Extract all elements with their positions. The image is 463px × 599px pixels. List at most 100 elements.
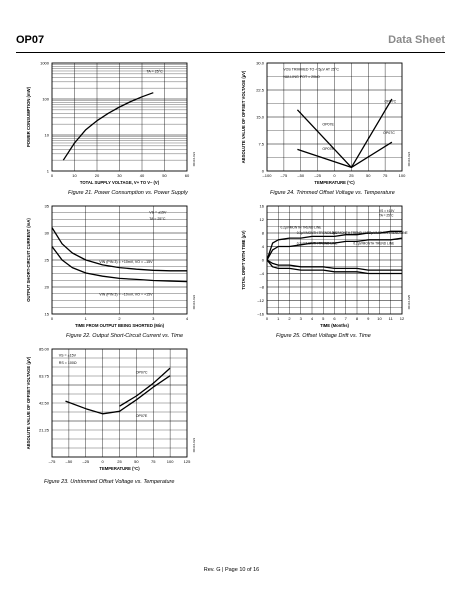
page-footer: Rev. G | Page 10 of 16 — [203, 567, 260, 573]
figure-21-series-1-line — [62, 92, 154, 161]
figure-24-x-tick-label: 100 — [399, 173, 406, 178]
figure-24-y-tick-label: 22.5 — [256, 88, 265, 93]
figure-21-y-tick-label: 1000 — [40, 61, 50, 66]
figure-24-x-tick-label: –75 — [281, 173, 288, 178]
figure-25-series-4-line — [266, 259, 402, 271]
figure-22-figure-id: 00316-022 — [192, 295, 196, 310]
figure-25-x-tick-label: 10 — [377, 316, 382, 321]
figure-25-x-tick-label: 11 — [389, 316, 394, 321]
figure-24-annotation: OP07C — [383, 131, 395, 135]
figure-23-y-axis-label: ABSOLUTE VALUE OF OFFSET VOLTAGE (µV) — [26, 356, 31, 449]
figure-25-y-tick-label: 8 — [262, 231, 265, 236]
figure-23-x-tick-label: –75 — [49, 459, 56, 464]
figure-23-x-tick-label: 25 — [117, 459, 122, 464]
header-left-title: OP07 — [16, 34, 45, 46]
figure-23-annotation: OP07E — [136, 414, 148, 418]
figure-25-x-tick-label: 9 — [367, 316, 370, 321]
figure-22-series-1-line — [51, 227, 187, 272]
figure-22-y-axis-label: OUTPUT SHORT-CIRCUIT CURRENT (mA) — [26, 218, 31, 302]
figure-21-x-tick-label: 30 — [117, 173, 122, 178]
figure-24-series-1-line — [296, 98, 393, 169]
figure-25-y-tick-label: –12 — [257, 298, 264, 303]
figure-25-x-tick-label: 0 — [266, 316, 269, 321]
figure-22-x-tick-label: 1 — [85, 316, 88, 321]
figure-22-caption: Figure 22. Output Short-Circuit Current … — [66, 333, 184, 339]
figure-22-y-tick-label: 30 — [45, 231, 50, 236]
figure-22-annotation: TA = 25°C — [149, 217, 166, 221]
figure-24-x-tick-label: –100 — [263, 173, 273, 178]
figure-21-figure-id: 00316-021 — [192, 152, 196, 167]
figure-25-y-tick-label: 0 — [262, 258, 265, 263]
figure-22-y-tick-label: 35 — [45, 204, 50, 209]
figure-23-x-tick-label: 125 — [184, 459, 191, 464]
figure-25-y-tick-label: –4 — [260, 271, 265, 276]
figure-23-annotation: VS = ±15V — [59, 353, 77, 357]
figure-23-y-tick-label: 63.75 — [39, 374, 50, 379]
figure-22-annotation: VS = ±15V — [149, 210, 167, 214]
figure-24-x-tick-label: 0 — [333, 173, 336, 178]
figure-25-x-tick-label: 5 — [322, 316, 325, 321]
figure-22-x-axis-label: TIME FROM OUTPUT BEING SHORTED (Min) — [75, 323, 165, 328]
figure-21-caption: Figure 21. Power Consumption vs. Power S… — [68, 190, 188, 196]
figure-22-x-tick-label: 4 — [186, 316, 189, 321]
figure-21-x-tick-label: 20 — [95, 173, 100, 178]
figure-21-x-axis-label: TOTAL SUPPLY VOLTAGE, V+ TO V– (V) — [80, 180, 160, 185]
figure-24-x-tick-label: 50 — [366, 173, 371, 178]
figure-24-annotation: OP07E — [322, 147, 334, 151]
figure-23-x-tick-label: 0 — [102, 459, 105, 464]
figure-25-series-3-line — [266, 259, 402, 275]
figure-23-series-1-line — [65, 375, 171, 415]
header-rule — [16, 52, 445, 53]
figure-24-x-tick-label: –50 — [297, 173, 304, 178]
figure-22-y-tick-label: 20 — [45, 285, 50, 290]
figure-25-annotation: 0.2µV/MONTH TREND LINE — [367, 231, 408, 235]
figure-21-x-tick-label: 0 — [51, 173, 54, 178]
figure-23-x-axis-label: TEMPERATURE (°C) — [99, 466, 140, 471]
figure-25-x-axis-label: TIME (Months) — [320, 323, 349, 328]
figure-24-x-tick-label: 75 — [383, 173, 388, 178]
figure-23-y-tick-label: 85.00 — [39, 347, 50, 352]
figure-24-y-tick-label: 0 — [262, 169, 265, 174]
figure-22-series-2-line — [51, 246, 188, 283]
figure-25-series-2-line — [266, 237, 403, 261]
figure-25-figure-id: 00316-025 — [407, 295, 411, 310]
figure-25-x-tick-label: 6 — [333, 316, 336, 321]
figure-25-annotation: 0.2µV/MONTH TREND LINE — [353, 242, 394, 246]
figure-25-y-tick-label: –8 — [260, 285, 265, 290]
figure-22-x-tick-label: 0 — [51, 316, 54, 321]
figure-24-figure-id: 00316-024 — [407, 152, 411, 167]
figure-23-figure-id: 00316-023 — [192, 438, 196, 453]
figure-24-series-2-line — [297, 141, 393, 169]
figure-25-x-tick-label: 3 — [300, 316, 303, 321]
figure-23-x-tick-label: 75 — [151, 459, 156, 464]
figure-25-annotation: VS = ±15V — [379, 209, 395, 213]
figure-23-x-tick-label: –50 — [66, 459, 73, 464]
figure-23-y-tick-label: 21.25 — [39, 428, 50, 433]
figure-21-x-tick-label: 60 — [185, 173, 190, 178]
figure-21-annotation: TA = 25°C — [147, 69, 164, 73]
figure-21-x-tick-label: 40 — [140, 173, 145, 178]
figure-21-x-tick-label: 50 — [162, 173, 167, 178]
figure-21-y-tick-label: 100 — [42, 97, 49, 102]
figure-24-x-axis-label: TEMPERATURE (°C) — [314, 180, 355, 185]
figure-25-y-tick-label: 12 — [260, 217, 265, 222]
figure-21-x-tick-label: 10 — [72, 173, 77, 178]
figure-24-y-tick-label: 30.0 — [256, 61, 265, 66]
figure-25-x-tick-label: 7 — [345, 316, 348, 321]
figure-25-annotation: 0.2µV/MONTH TREND LINE — [297, 242, 338, 246]
figure-25-x-tick-label: 12 — [400, 316, 405, 321]
figure-25-series-1-line — [266, 230, 402, 261]
figure-25-annotation: TA = 25°C — [379, 214, 394, 218]
figure-24-y-tick-label: 7.5 — [258, 142, 264, 147]
figure-22-y-tick-label: 25 — [45, 258, 50, 263]
figure-24-annotation: NULLING POT = 20kΩ — [283, 75, 320, 79]
figure-22-x-tick-label: 3 — [152, 316, 155, 321]
figure-24-x-tick-label: –25 — [314, 173, 321, 178]
figure-21-y-tick-label: 1 — [47, 169, 50, 174]
figure-21-y-tick-label: 10 — [45, 133, 50, 138]
figure-23-annotation: OP07C — [136, 371, 148, 375]
figure-25-x-tick-label: 4 — [311, 316, 314, 321]
figure-22-annotation: VIN (PIN 3) = –10mV, VO = +15V — [99, 292, 153, 296]
figure-25-y-tick-label: 16 — [260, 204, 265, 209]
